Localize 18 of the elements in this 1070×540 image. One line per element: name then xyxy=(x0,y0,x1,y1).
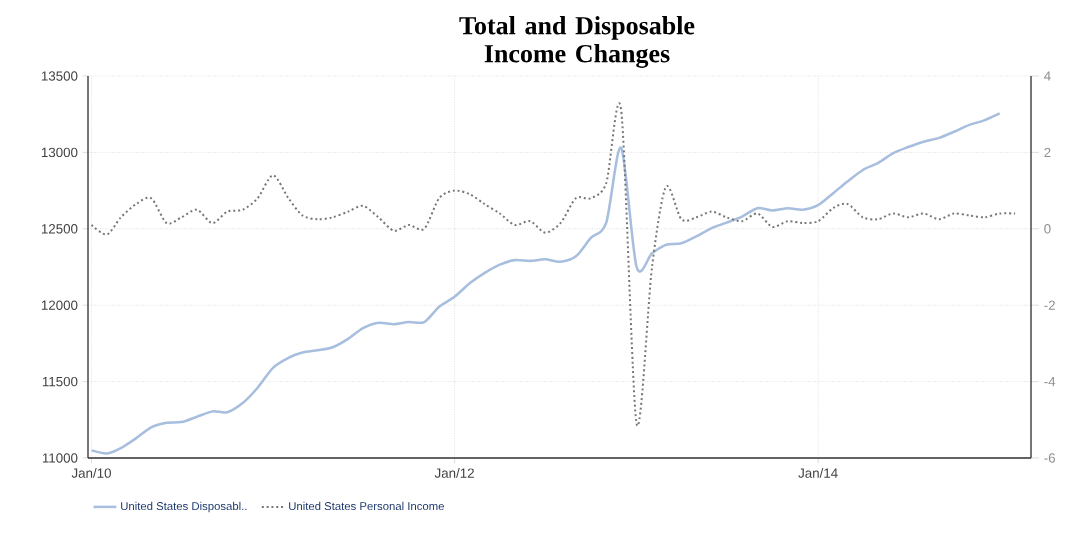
y2-tick-label: -2 xyxy=(1044,300,1055,310)
y-tick-label: 12000 xyxy=(41,300,78,310)
x-tick-label: Jan/14 xyxy=(798,468,838,478)
y-tick-label: 11000 xyxy=(42,453,78,463)
chart-title: Total and Disposable Income Changes xyxy=(459,16,695,68)
y2-tick-label: 4 xyxy=(1044,71,1051,81)
legend-label: United States Personal Income xyxy=(289,501,444,511)
y2-tick-label: 2 xyxy=(1044,147,1051,158)
y2-tick-label: -4 xyxy=(1044,377,1056,387)
y-tick-label: 13500 xyxy=(41,71,78,81)
y-tick-label: 11500 xyxy=(42,376,78,387)
legend-label: United States Disposabl.. xyxy=(121,501,247,513)
y2-tick-label: -6 xyxy=(1044,453,1055,463)
y2-tick-label: 0 xyxy=(1044,224,1051,234)
x-tick-label: Jan/10 xyxy=(71,468,111,478)
y-tick-label: 13000 xyxy=(41,147,78,158)
y-tick-label: 12500 xyxy=(41,224,78,234)
x-tick-label: Jan/12 xyxy=(434,468,474,478)
